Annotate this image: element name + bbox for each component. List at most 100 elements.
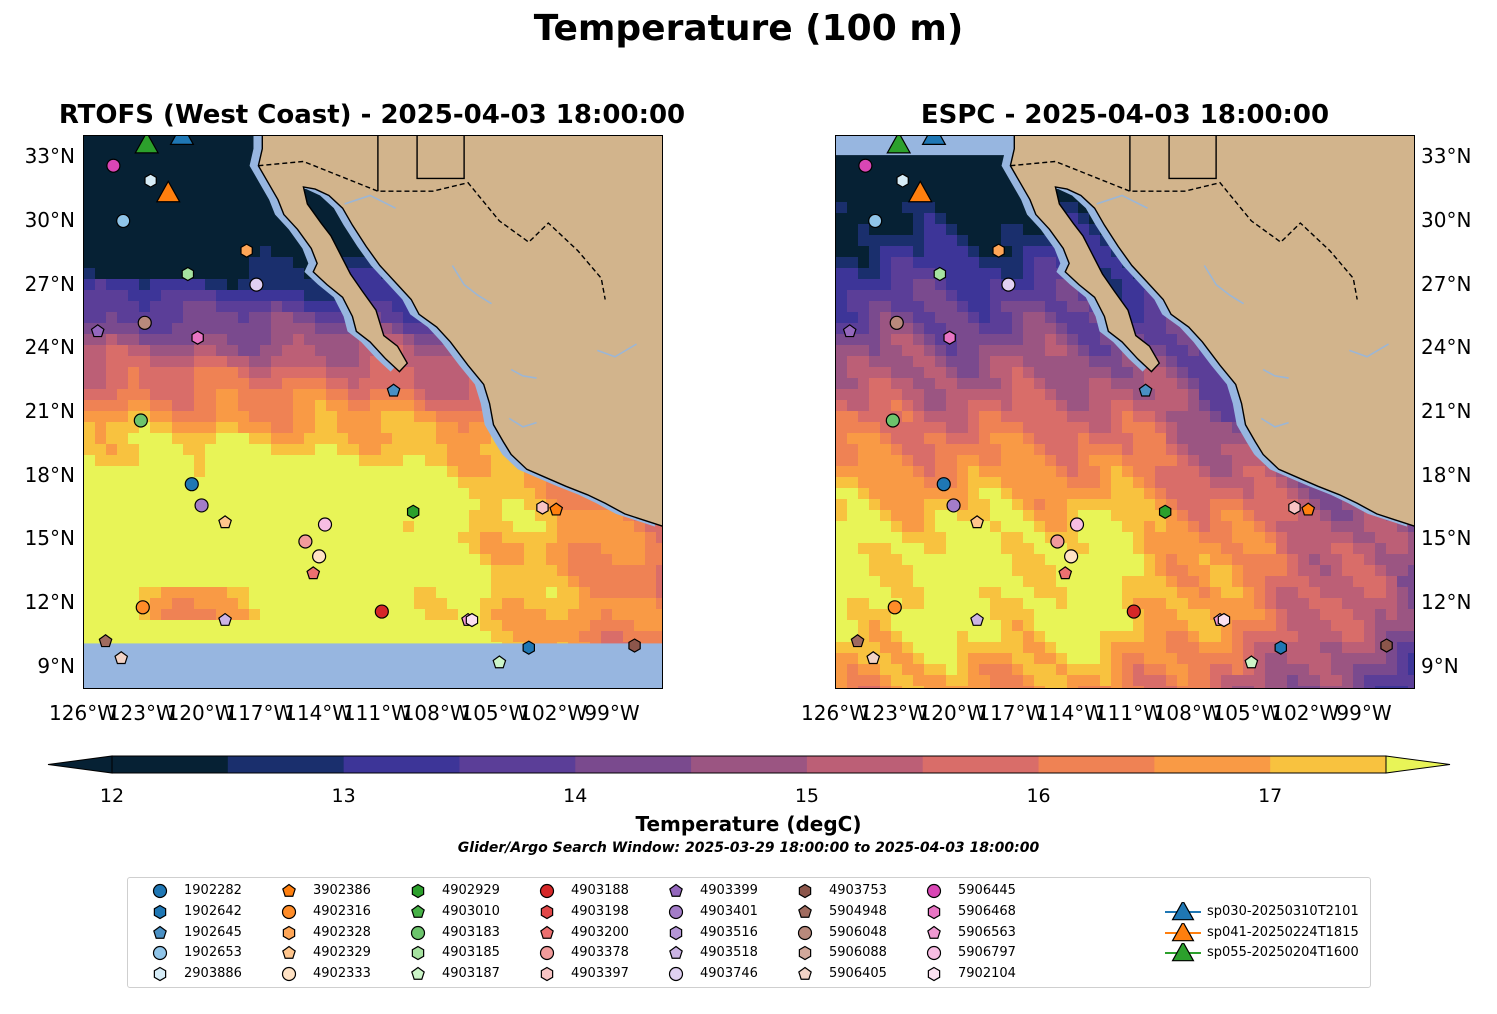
legend-hexagon: [927, 966, 941, 982]
legend-circle: [539, 883, 555, 899]
legend-triangle: [1171, 922, 1195, 941]
legend-label: 5906468: [958, 903, 1016, 919]
obs-4903378: [1050, 534, 1065, 549]
lat-tick-label: 9°N: [1421, 653, 1459, 678]
legend-circle: [152, 883, 168, 899]
obs-2903886: [896, 173, 909, 188]
lon-tick-label: 120°W: [166, 701, 235, 725]
river: [1096, 194, 1148, 209]
legend-circle: [152, 946, 168, 961]
obs-4903753: [1380, 638, 1393, 653]
legend-label: 1902653: [184, 945, 242, 961]
legend-pentagon: [798, 966, 812, 981]
legend-label: 3902386: [313, 883, 371, 898]
legend-marker: [798, 946, 812, 961]
obs-5906468: [943, 330, 956, 345]
legend-circle: [668, 967, 684, 982]
lon-tick-label: 126°W: [801, 701, 869, 725]
lon-tick-label: 120°W: [918, 701, 987, 725]
legend-label: 4903185: [442, 945, 500, 961]
obs-4903185: [181, 266, 195, 282]
colorbar-bin: [343, 756, 460, 773]
obs-4902929: [406, 504, 420, 519]
lon-tick-label: 99°W: [1336, 701, 1392, 725]
legend-hexagon: [282, 925, 296, 940]
legend-marker: [539, 883, 555, 899]
colorbar-bin: [1154, 756, 1271, 773]
no-data-band: [84, 643, 662, 688]
obs-5904948: [850, 634, 865, 648]
obs-4903746: [1001, 277, 1016, 292]
legend-circle: [926, 883, 942, 899]
legend-hexagon: [411, 883, 425, 899]
legend-pentagon: [669, 883, 683, 897]
legend-circle: [539, 946, 555, 961]
legend-triangle: [1171, 901, 1195, 921]
legend-pentagon: [927, 925, 941, 939]
legend-marker: [927, 925, 941, 939]
legend-label: 4903187: [442, 966, 500, 982]
obs-4903187: [1244, 655, 1259, 669]
obs-4903200: [1058, 566, 1073, 580]
legend-marker: [282, 925, 296, 940]
land-mexico: [1009, 136, 1414, 527]
legend-pentagon: [798, 904, 812, 918]
colorbar-bin: [922, 756, 1040, 773]
lon-tick-label: 105°W: [1212, 701, 1281, 725]
legend-label: 5906405: [829, 966, 887, 982]
colorbar-extend-high: [1385, 755, 1451, 774]
legend-hexagon: [669, 925, 683, 940]
obs-1902645: [1138, 383, 1153, 397]
legend-pentagon: [282, 883, 296, 897]
obs-4902316: [887, 600, 902, 615]
obs-4903397: [1288, 500, 1301, 515]
legend-label: 1902645: [184, 924, 242, 940]
legend-label: 1902282: [184, 883, 242, 898]
lon-tick-label: 111°W: [1094, 701, 1163, 725]
legend-label: 5906797: [958, 945, 1016, 961]
legend-label: 4902929: [442, 883, 500, 898]
legend-marker: [798, 883, 812, 899]
lon-tick-label: 108°W: [401, 701, 470, 725]
map-rtofs[interactable]: [83, 135, 663, 689]
obs-4903187: [492, 655, 507, 669]
lon-tick-label: 105°W: [460, 701, 529, 725]
lon-tick-label: 123°W: [107, 701, 176, 725]
legend-hexagon: [798, 946, 812, 961]
legend-marker: [411, 904, 425, 918]
legend-label: sp030-20250310T2101: [1207, 903, 1359, 919]
lat-tick-label: 12°N: [24, 590, 75, 615]
legend-marker: [281, 904, 297, 919]
legend-pentagon: [282, 946, 296, 960]
obs-sp030-20250310T2101: [921, 136, 947, 145]
legend-circle: [410, 925, 426, 940]
legend-label: 4903753: [829, 883, 887, 898]
legend-label: 4903188: [571, 883, 629, 898]
river: [1203, 265, 1244, 305]
legend-circle: [281, 967, 297, 982]
obs-4903753: [628, 638, 641, 653]
legend-label: 4902333: [313, 966, 371, 982]
lon-tick-label: 126°W: [49, 701, 117, 725]
legend-marker: [1165, 922, 1201, 941]
legend-marker: [669, 925, 683, 940]
colorbar-tick-label: 17: [1258, 785, 1283, 807]
legend-marker: [540, 966, 554, 982]
legend-pentagon: [540, 925, 554, 939]
colorbar-bin: [227, 756, 345, 773]
legend-marker: [927, 966, 941, 982]
lat-tick-label: 18°N: [24, 462, 75, 487]
obs-4903746: [249, 277, 264, 292]
map-rtofs-canvas: [84, 136, 662, 688]
legend-marker: [152, 946, 168, 961]
colorbar-extend-low: [47, 755, 113, 774]
map-espc[interactable]: [835, 135, 1415, 689]
colorbar-label: Temperature (degC): [635, 812, 862, 836]
legend-marker: [282, 883, 296, 897]
obs-5906445: [858, 158, 873, 173]
legend-marker: [1165, 943, 1201, 962]
legend-label: 4902329: [313, 945, 371, 961]
legend-marker: [1165, 901, 1201, 921]
obs-4903200: [306, 566, 321, 580]
obs-4902333: [312, 549, 327, 564]
